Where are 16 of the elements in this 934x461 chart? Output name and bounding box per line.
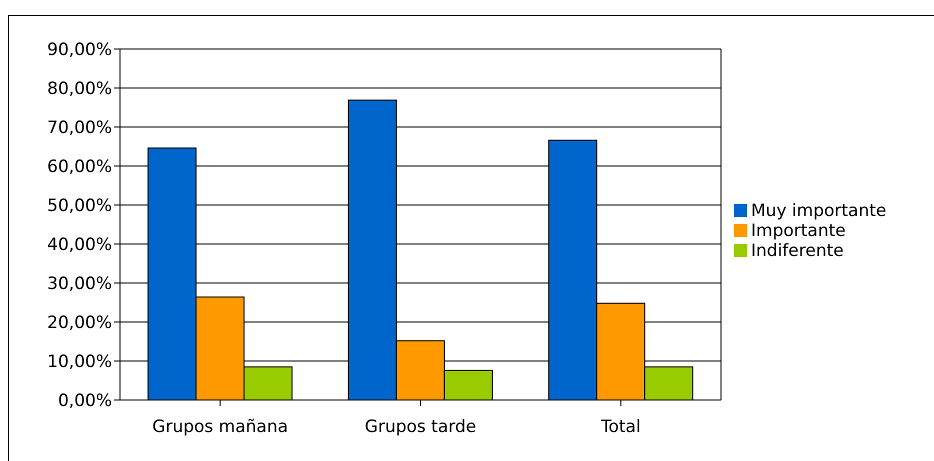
y-tick-label: 80,00% (47, 79, 112, 100)
y-tick-label: 20,00% (47, 313, 112, 334)
y-tick-label: 90,00% (47, 40, 112, 60)
y-tick-label: 40,00% (47, 235, 112, 256)
legend-label: Importante (751, 220, 846, 240)
x-tick-label: Grupos mañana (152, 417, 288, 438)
y-tick-label: 70,00% (47, 118, 112, 138)
legend-label: Indiferente (751, 240, 844, 260)
y-tick-label: 30,00% (47, 274, 112, 294)
legend-label: Muy importante (751, 200, 886, 220)
y-tick-label: 0,00% (58, 391, 112, 412)
y-tick-label: 50,00% (47, 196, 112, 216)
x-tick-label: Grupos tarde (364, 417, 476, 438)
y-tick-label: 60,00% (47, 157, 112, 178)
y-tick-label: 10,00% (47, 352, 112, 372)
x-tick-label: Total (600, 417, 641, 438)
